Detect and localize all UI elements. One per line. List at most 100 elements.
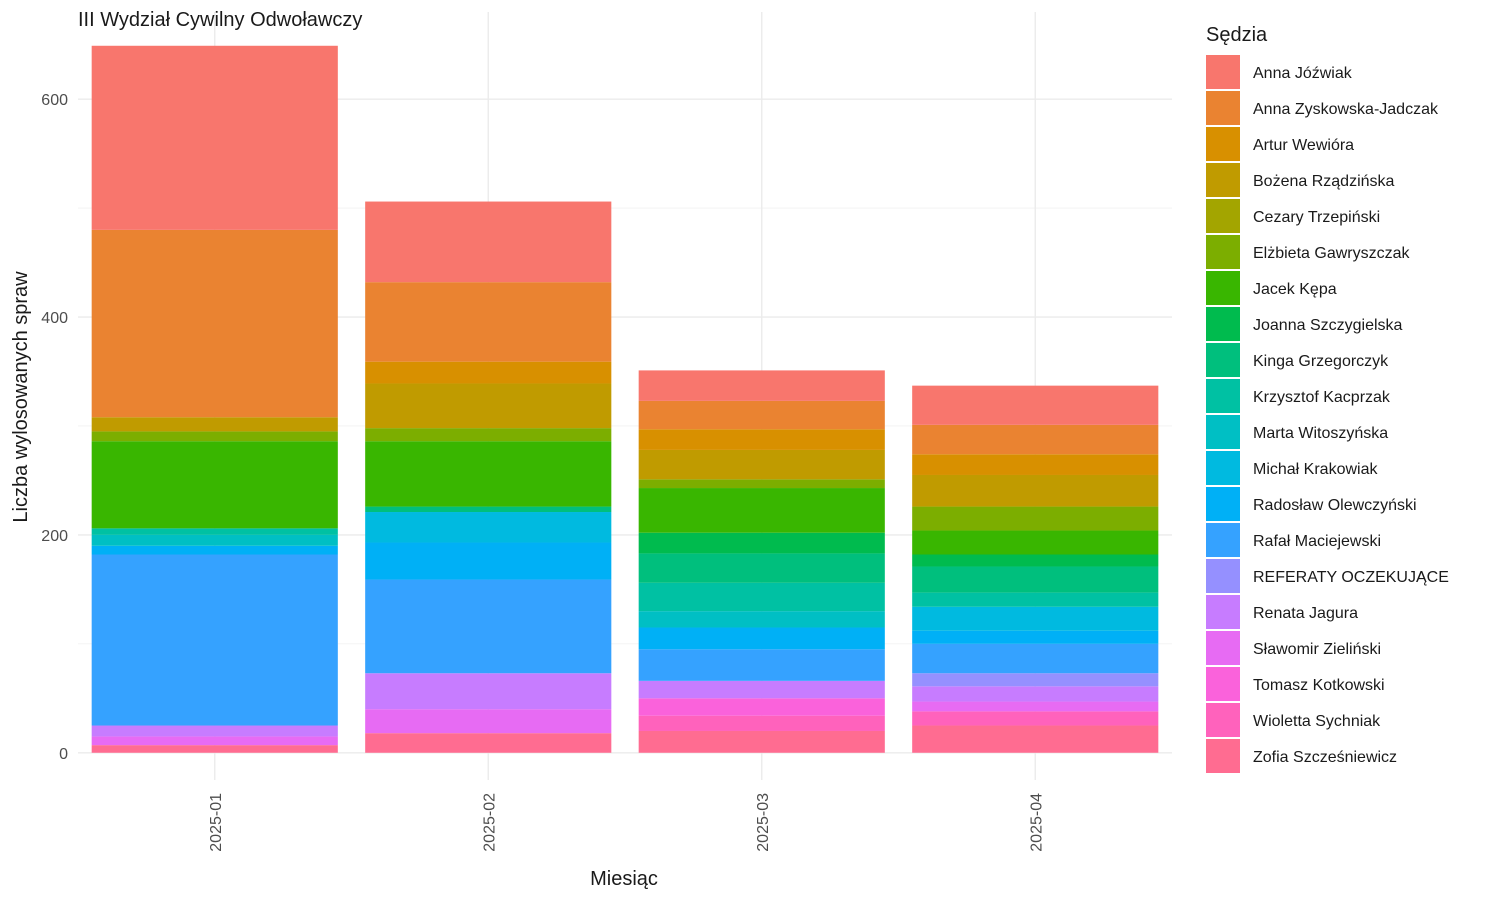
legend-label: Zofia Szcześniewicz [1253, 749, 1397, 766]
bar-segment [912, 385, 1159, 425]
legend-swatch [1206, 739, 1240, 773]
x-axis-title: Miesiąc [590, 868, 658, 890]
bar-segment [365, 383, 612, 429]
legend-swatch [1206, 235, 1240, 269]
legend-label: Michał Krakowiak [1253, 461, 1378, 478]
bar-segment [912, 424, 1159, 455]
legend-label: Radosław Olewczyński [1253, 497, 1417, 514]
bar-segment [912, 474, 1159, 507]
legend-label: Joanna Szczygielska [1253, 317, 1403, 334]
bar-segment [365, 512, 612, 543]
y-axis-ticks: 0 200 400 600 [41, 92, 68, 763]
y-tick-label: 400 [41, 310, 68, 327]
bar-segment [365, 579, 612, 674]
bar-segment [638, 400, 885, 430]
legend-label: Tomasz Kotkowski [1253, 677, 1385, 694]
bar-segment [91, 528, 338, 535]
x-tick-label: 2025-02 [481, 793, 498, 852]
bar-segment [91, 736, 338, 746]
bar-segment [638, 680, 885, 699]
bar-segment [638, 730, 885, 753]
bar-segment [638, 649, 885, 681]
bar-segment [912, 554, 1159, 567]
bar-segment [638, 532, 885, 554]
legend-swatch [1206, 487, 1240, 521]
bar-segment [365, 673, 612, 710]
bar-segment [638, 429, 885, 450]
bar-segments [91, 45, 1159, 753]
legend-swatch [1206, 559, 1240, 593]
y-axis-title: Liczba wylosowanych spraw [10, 271, 32, 523]
legend-swatch [1206, 271, 1240, 305]
bar-segment [91, 45, 338, 230]
legend-label: Sławomir Zieliński [1253, 641, 1381, 658]
x-tick-label: 2025-01 [208, 793, 225, 852]
legend-label: Bożena Rządzińska [1253, 173, 1395, 190]
legend-swatch [1206, 91, 1240, 125]
bar-segment [912, 606, 1159, 631]
legend-swatch [1206, 595, 1240, 629]
bar-segment [365, 733, 612, 753]
bar-segment [91, 534, 338, 546]
x-axis-ticks: 2025-01 2025-02 2025-03 2025-04 [208, 793, 1046, 852]
legend-swatch [1206, 343, 1240, 377]
bar-segment [912, 643, 1159, 674]
bar-segment [638, 582, 885, 612]
y-tick-label: 600 [41, 92, 68, 109]
legend-label: Elżbieta Gawryszczak [1253, 245, 1410, 262]
bar-segment [365, 542, 612, 580]
bar-segment [638, 479, 885, 489]
bar-segment [365, 282, 612, 362]
legend-label: Marta Witoszyńska [1253, 425, 1388, 442]
bar-segment [91, 441, 338, 529]
legend: Sędzia Anna Jóźwiak Anna Zyskowska-Jadcza… [1206, 24, 1449, 773]
legend-swatch [1206, 451, 1240, 485]
legend-label: Cezary Trzepiński [1253, 209, 1380, 226]
legend-label: Renata Jagura [1253, 605, 1358, 622]
bar-segment [91, 545, 338, 555]
bar-segment [365, 428, 612, 442]
legend-swatch [1206, 415, 1240, 449]
x-tick-label: 2025-03 [755, 793, 772, 852]
bar-segment [912, 725, 1159, 753]
bar-segment [638, 370, 885, 401]
bar-segment [912, 701, 1159, 712]
chart-title: III Wydział Cywilny Odwoławczy [78, 9, 362, 31]
legend-swatch [1206, 703, 1240, 737]
bar-segment [91, 554, 338, 726]
bar-segment [912, 592, 1159, 607]
legend-label: Anna Zyskowska-Jadczak [1253, 101, 1439, 118]
x-tick-label: 2025-04 [1028, 793, 1045, 852]
bar-segment [638, 553, 885, 583]
bar-segment [91, 745, 338, 753]
bar-segment [638, 488, 885, 533]
bar-segment [638, 449, 885, 480]
legend-label: Jacek Kępa [1253, 281, 1337, 298]
bar-segment [91, 725, 338, 737]
bar-segment [912, 673, 1159, 687]
y-tick-label: 0 [59, 746, 68, 763]
legend-swatch [1206, 127, 1240, 161]
bar-segment [365, 441, 612, 507]
legend-swatch [1206, 631, 1240, 665]
legend-swatch [1206, 307, 1240, 341]
bar-segment [91, 417, 338, 432]
bar-segment [912, 506, 1159, 531]
bar-segment [638, 698, 885, 716]
legend-swatch [1206, 379, 1240, 413]
bar-segment [365, 361, 612, 384]
bar-segment [912, 711, 1159, 726]
bar-segment [912, 686, 1159, 702]
legend-swatch [1206, 523, 1240, 557]
legend-swatch [1206, 667, 1240, 701]
bar-segment [638, 627, 885, 650]
bar-segment [638, 715, 885, 731]
legend-swatch [1206, 55, 1240, 89]
bar-segment [912, 630, 1159, 644]
legend-swatch [1206, 163, 1240, 197]
legend-label: Anna Jóźwiak [1253, 65, 1353, 82]
bar-segment [91, 431, 338, 442]
legend-title: Sędzia [1206, 24, 1268, 46]
bar-segment [912, 454, 1159, 475]
